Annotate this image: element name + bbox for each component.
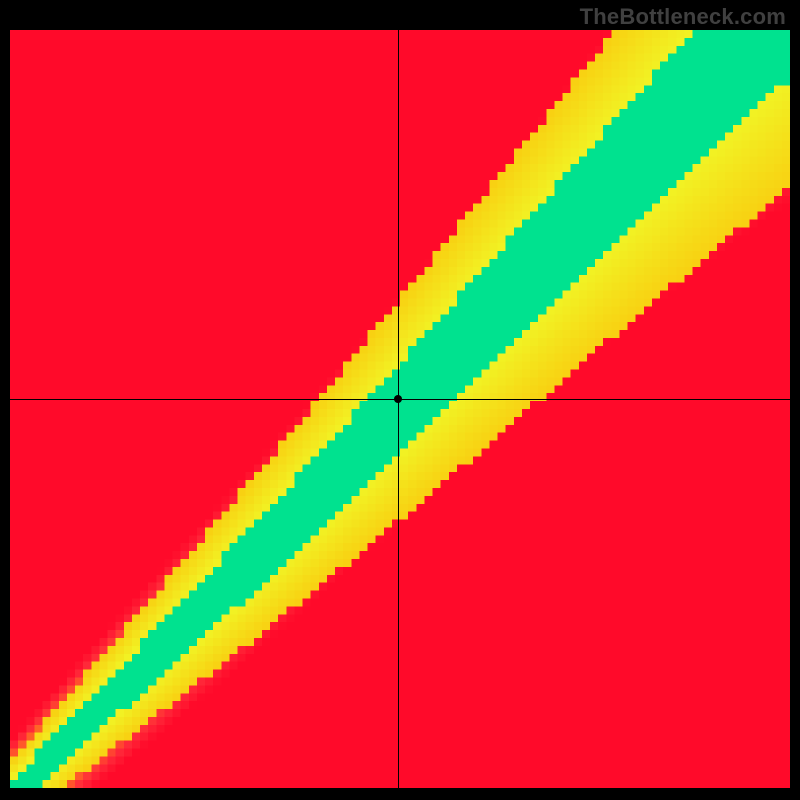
crosshair-vertical <box>398 30 399 788</box>
crosshair-marker <box>394 395 402 403</box>
plot-area <box>10 30 790 788</box>
chart-container: TheBottleneck.com <box>0 0 800 800</box>
watermark-text: TheBottleneck.com <box>580 4 786 30</box>
heatmap-canvas <box>10 30 790 788</box>
